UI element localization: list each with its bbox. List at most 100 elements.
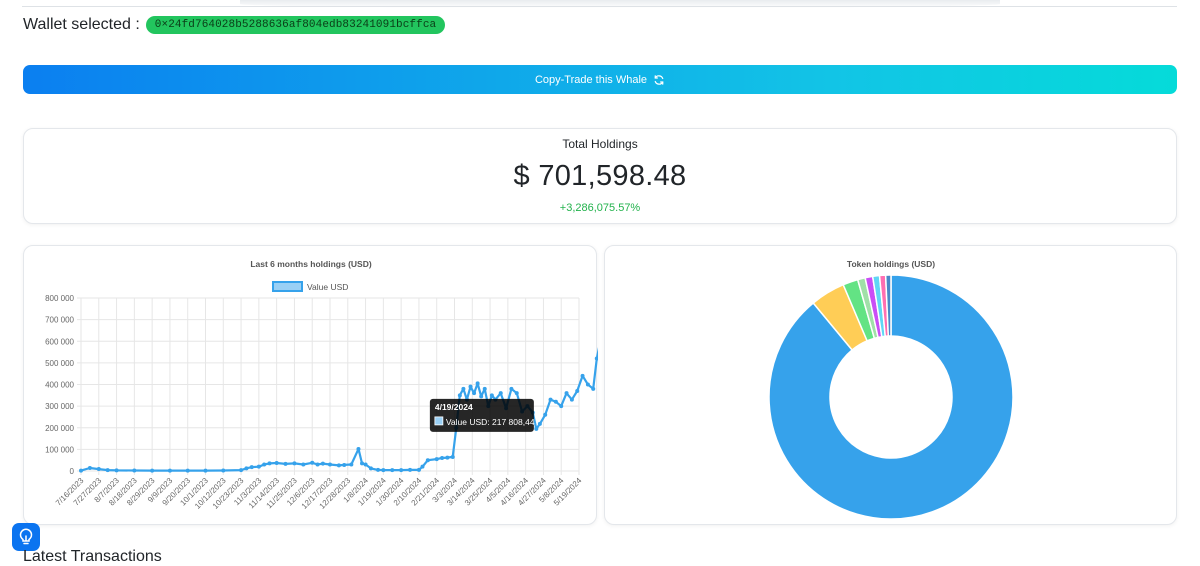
- data-point[interactable]: [342, 462, 347, 467]
- data-point[interactable]: [425, 458, 430, 463]
- token-holdings-chart-card: Token holdings (USD): [604, 245, 1177, 525]
- data-point[interactable]: [475, 381, 480, 386]
- data-point[interactable]: [440, 456, 445, 461]
- legend-swatch: [272, 281, 303, 292]
- data-point[interactable]: [559, 404, 564, 409]
- data-point[interactable]: [79, 468, 83, 473]
- data-point[interactable]: [320, 461, 325, 466]
- data-point[interactable]: [399, 468, 404, 473]
- data-point[interactable]: [267, 461, 272, 466]
- data-point[interactable]: [585, 382, 590, 387]
- wallet-address-badge[interactable]: 0×24fd764028b5288636af804edb83241091bcff…: [145, 16, 446, 34]
- data-point[interactable]: [420, 464, 425, 469]
- data-point[interactable]: [534, 426, 539, 431]
- data-point[interactable]: [262, 462, 267, 467]
- data-point[interactable]: [249, 465, 254, 470]
- data-point[interactable]: [594, 356, 599, 361]
- data-point[interactable]: [457, 393, 462, 398]
- y-tick-label: 100 000: [45, 445, 74, 454]
- refresh-icon: [654, 74, 664, 85]
- series-line-value-usd: [80, 319, 613, 472]
- y-tick-label: 400 000: [45, 381, 74, 390]
- y-tick-label: 500 000: [45, 359, 74, 368]
- total-holdings-change: +3,286,075.57%: [559, 202, 641, 214]
- data-point[interactable]: [537, 421, 542, 426]
- data-point[interactable]: [514, 391, 519, 396]
- y-tick-label: 700 000: [45, 316, 74, 325]
- data-point[interactable]: [591, 386, 596, 391]
- data-point[interactable]: [360, 461, 365, 466]
- data-point[interactable]: [580, 373, 585, 378]
- token-holdings-doughnut-chart[interactable]: Token holdings (USD): [605, 246, 1178, 526]
- data-point[interactable]: [239, 468, 244, 473]
- data-point[interactable]: [468, 384, 473, 389]
- data-point[interactable]: [363, 462, 368, 467]
- data-point[interactable]: [472, 391, 477, 396]
- tooltip-swatch: [434, 416, 444, 426]
- pie-chart-title: Token holdings (USD): [847, 259, 935, 269]
- total-holdings-card: Total Holdings $ 701,598.48 +3,286,075.5…: [23, 128, 1177, 224]
- data-point[interactable]: [96, 467, 101, 472]
- help-button[interactable]: [12, 523, 40, 551]
- data-point[interactable]: [336, 463, 341, 468]
- data-point[interactable]: [489, 393, 494, 398]
- data-point[interactable]: [203, 468, 208, 473]
- copy-trade-label: Copy-Trade this Whale: [534, 73, 648, 86]
- data-point[interactable]: [356, 446, 361, 451]
- data-point[interactable]: [498, 391, 503, 396]
- y-tick-label: 800 000: [45, 294, 74, 303]
- data-point[interactable]: [548, 397, 553, 402]
- data-point[interactable]: [301, 462, 306, 467]
- data-point[interactable]: [132, 468, 137, 473]
- data-point[interactable]: [408, 467, 413, 472]
- data-point[interactable]: [244, 466, 249, 471]
- y-tick-label: 600 000: [45, 337, 74, 346]
- data-point[interactable]: [461, 386, 466, 391]
- data-point[interactable]: [390, 468, 395, 473]
- data-point[interactable]: [185, 468, 190, 473]
- data-point[interactable]: [445, 455, 450, 460]
- data-point[interactable]: [381, 468, 386, 473]
- total-holdings-amount: $ 701,598.48: [513, 160, 687, 192]
- y-tick-label: 200 000: [45, 424, 74, 433]
- data-point[interactable]: [292, 461, 297, 466]
- data-point[interactable]: [434, 457, 439, 462]
- total-holdings-title: Total Holdings: [562, 137, 638, 151]
- data-point[interactable]: [368, 466, 373, 471]
- data-point[interactable]: [114, 468, 119, 473]
- pie-slice[interactable]: [768, 274, 1014, 520]
- data-point[interactable]: [553, 399, 558, 404]
- wallet-row: Wallet selected : 0×24fd764028b5288636af…: [23, 16, 446, 34]
- data-point[interactable]: [569, 397, 574, 402]
- data-point[interactable]: [509, 386, 514, 391]
- data-point[interactable]: [543, 412, 548, 417]
- data-point[interactable]: [150, 468, 155, 473]
- data-point[interactable]: [167, 468, 172, 473]
- line-chart-legend[interactable]: Value USD: [272, 281, 348, 292]
- data-point[interactable]: [328, 462, 332, 467]
- copy-trade-button[interactable]: Copy-Trade this Whale: [23, 65, 1177, 94]
- divider: [22, 6, 1177, 7]
- data-point[interactable]: [87, 465, 92, 470]
- data-point[interactable]: [564, 391, 569, 396]
- data-point[interactable]: [221, 468, 226, 473]
- y-tick-label: 300 000: [45, 402, 74, 411]
- data-point[interactable]: [349, 462, 354, 467]
- data-point[interactable]: [376, 467, 381, 472]
- data-point[interactable]: [575, 388, 580, 393]
- data-point[interactable]: [105, 468, 110, 473]
- data-point[interactable]: [450, 454, 455, 459]
- pie-slice[interactable]: [884, 274, 892, 337]
- data-point[interactable]: [310, 460, 315, 465]
- data-point[interactable]: [315, 462, 320, 467]
- data-point[interactable]: [256, 464, 261, 469]
- legend-label: Value USD: [307, 282, 348, 292]
- data-point[interactable]: [482, 386, 487, 391]
- data-point[interactable]: [416, 467, 421, 472]
- tooltip-box: [429, 398, 534, 432]
- chart-tooltip: 4/19/2024 Value USD: 217 808,44: [429, 398, 535, 432]
- data-point[interactable]: [479, 394, 484, 399]
- holdings-line-chart[interactable]: Last 6 months holdings (USD) Value USD 0…: [24, 246, 614, 526]
- data-point[interactable]: [274, 460, 279, 465]
- data-point[interactable]: [283, 461, 288, 466]
